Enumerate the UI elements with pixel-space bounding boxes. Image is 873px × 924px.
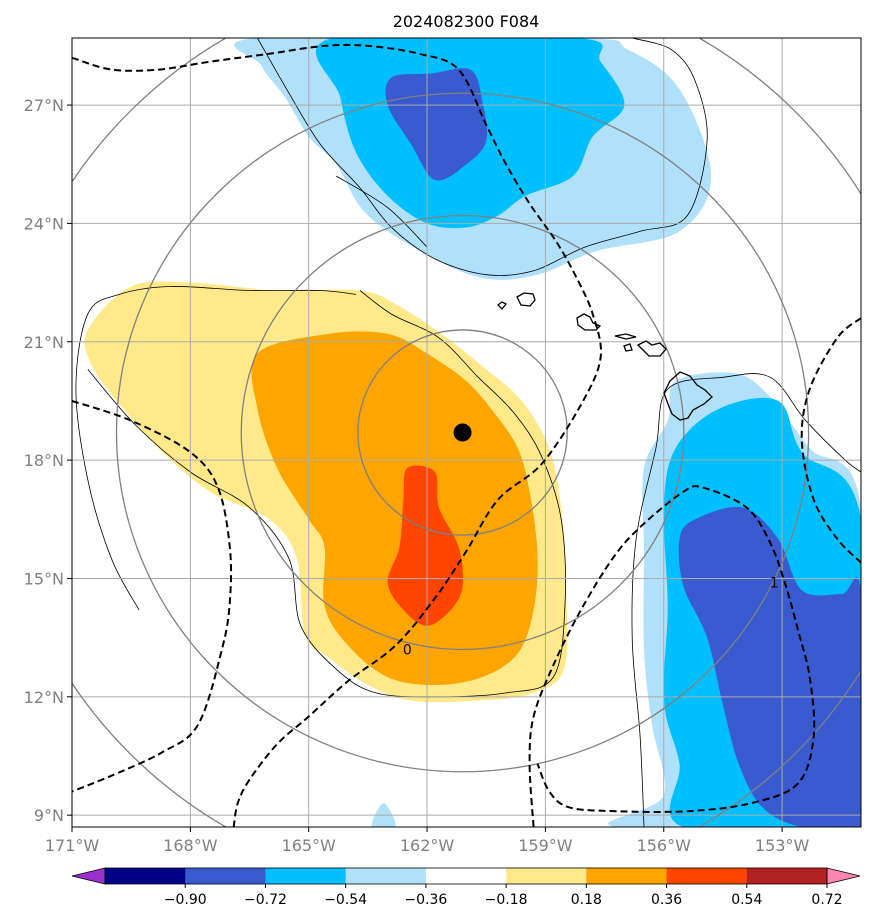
dashed-contours: 01 — [72, 43, 861, 827]
filled-region-2 — [387, 465, 464, 626]
colorbar-segment-6 — [586, 868, 668, 884]
x-axis: 171°W 168°W 165°W 162°W 159°W 156°W 153°W — [45, 827, 810, 855]
y-tick-label-6: 27°N — [24, 96, 64, 115]
y-axis: 9°N 12°N 15°N 18°N 21°N 24°N 27°N — [24, 96, 72, 825]
colorbar-label-3: −0.36 — [404, 892, 447, 908]
x-tick-label-2: 165°W — [282, 836, 337, 855]
thin-contours — [75, 38, 861, 827]
y-tick-label-2: 15°N — [24, 569, 64, 588]
island-maui — [636, 340, 667, 357]
dashed-contour-1 — [72, 399, 233, 793]
dashed-contour-2 — [528, 485, 816, 827]
filled-region-5 — [385, 68, 488, 181]
x-tick-label-4: 159°W — [518, 836, 573, 855]
markers — [453, 423, 472, 442]
x-tick-label-6: 153°W — [755, 836, 810, 855]
colorbar-segment-3 — [345, 868, 427, 884]
hawaii-coastline — [497, 292, 713, 421]
colorbar-segment-1 — [185, 868, 266, 884]
filled-region-8 — [678, 506, 861, 827]
y-tick-label-1: 12°N — [24, 688, 64, 707]
chart-title: 2024082300 F084 — [393, 12, 540, 31]
colorbar-segment-5 — [506, 868, 587, 884]
gridlines — [72, 38, 861, 827]
y-tick-label-3: 18°N — [24, 451, 64, 470]
thin-contour-4 — [631, 373, 861, 827]
y-tick-label-0: 9°N — [34, 806, 64, 825]
colorbar-label-1: −0.72 — [244, 892, 287, 908]
colorbar-label-8: 0.72 — [811, 892, 842, 908]
island-big-island — [663, 371, 713, 421]
colorbar-segment-2 — [265, 868, 347, 884]
colorbar-label-7: 0.54 — [731, 892, 762, 908]
island-oahu — [576, 313, 602, 331]
plot-frame — [71, 37, 862, 828]
x-tick-label-3: 162°W — [400, 836, 455, 855]
x-tick-label-5: 156°W — [637, 836, 692, 855]
colorbar-label-4: −0.18 — [485, 892, 528, 908]
filled-region-1 — [251, 331, 538, 685]
island-kauai — [516, 292, 536, 307]
island-lanai — [623, 343, 633, 352]
range-ring-1 — [240, 214, 685, 651]
colorbar-label-5: 0.18 — [571, 892, 602, 908]
x-tick-label-0: 171°W — [45, 836, 100, 855]
colorbar-segment-7 — [666, 868, 748, 884]
y-tick-label-5: 24°N — [24, 214, 64, 233]
contour-label-1: 1 — [770, 575, 779, 591]
colorbar-frame — [104, 867, 828, 885]
x-tick-label-1: 168°W — [163, 836, 218, 855]
y-tick-label-4: 21°N — [24, 333, 64, 352]
contour-label-0: 0 — [403, 642, 412, 658]
contour-label-text-1: 1 — [770, 575, 779, 591]
island-molokai — [614, 333, 637, 340]
dashed-contour-3 — [800, 317, 861, 564]
map-layers: 01 — [72, 38, 861, 827]
range-rings — [72, 38, 861, 827]
range-ring-2 — [115, 92, 810, 773]
thin-contour-3 — [257, 38, 708, 276]
storm-center-marker — [453, 423, 472, 442]
colorbar-segment-8 — [746, 868, 828, 884]
island-niihau — [497, 301, 508, 310]
colorbar-label-6: 0.36 — [651, 892, 682, 908]
thin-contour-2 — [87, 290, 566, 698]
range-ring-0 — [357, 329, 568, 536]
filled-contours — [84, 38, 861, 827]
contour-label-text-0: 0 — [403, 642, 412, 658]
thin-contour-1 — [336, 175, 428, 248]
colorbar-segment-4 — [425, 868, 507, 884]
colorbar-segment-0 — [105, 868, 186, 884]
colorbar-label-2: −0.54 — [324, 892, 367, 908]
colorbar: −0.90 −0.72 −0.54 −0.36 −0.18 0.18 0.36 0.54 0.7… — [71, 867, 861, 908]
colorbar-label-0: −0.90 — [164, 892, 207, 908]
thin-contour-0 — [75, 286, 357, 611]
